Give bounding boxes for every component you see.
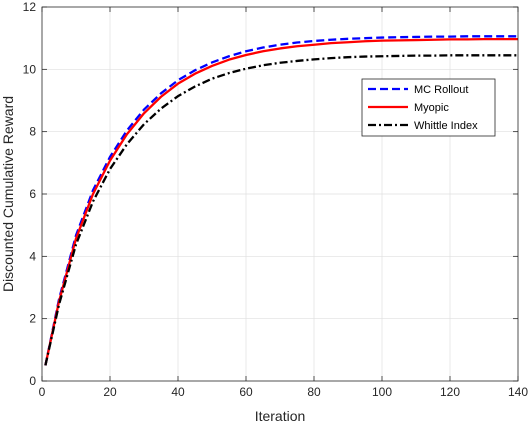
x-axis-label: Iteration bbox=[255, 408, 306, 424]
y-tick-label: 6 bbox=[29, 187, 36, 201]
y-tick-label: 4 bbox=[29, 249, 36, 263]
y-tick-label: 12 bbox=[23, 0, 37, 14]
series-line-whittle-index bbox=[44, 54, 518, 366]
x-tick-label: 40 bbox=[171, 385, 185, 399]
series-line-myopic bbox=[44, 37, 518, 366]
tick-labels: 0 20 40 60 80 100 120 140 0 2 4 6 8 10 12 bbox=[23, 0, 529, 399]
y-tick-label: 0 bbox=[29, 374, 36, 388]
x-tick-label: 80 bbox=[307, 385, 321, 399]
y-axis-label: Discounted Cumulative Reward bbox=[0, 96, 16, 292]
y-tick-label: 10 bbox=[23, 62, 37, 76]
legend-label: Whittle Index bbox=[414, 120, 478, 132]
legend-label: MC Rollout bbox=[414, 84, 468, 96]
y-tick-label: 8 bbox=[29, 125, 36, 139]
x-tick-label: 0 bbox=[39, 385, 46, 399]
series-line-mc-rollout bbox=[44, 35, 518, 366]
ticks bbox=[41, 6, 519, 382]
legend-label: Myopic bbox=[414, 102, 449, 114]
legend: MC Rollout Myopic Whittle Index bbox=[361, 78, 496, 137]
series-layer bbox=[44, 35, 518, 366]
x-tick-label: 120 bbox=[440, 385, 460, 399]
x-tick-label: 140 bbox=[508, 385, 528, 399]
x-tick-label: 100 bbox=[372, 385, 392, 399]
y-tick-label: 2 bbox=[29, 312, 36, 326]
x-tick-label: 20 bbox=[103, 385, 117, 399]
x-tick-label: 60 bbox=[239, 385, 253, 399]
